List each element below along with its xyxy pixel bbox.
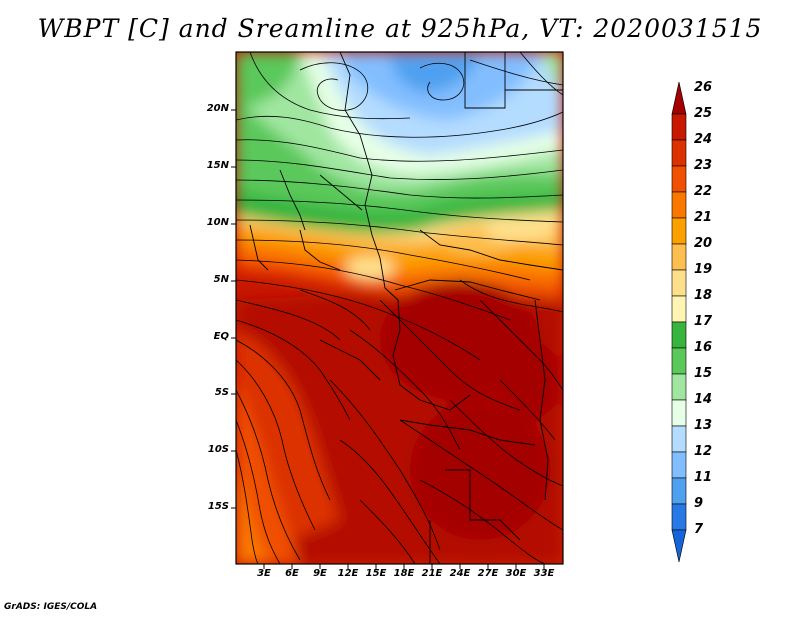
colorbar-segment [671, 165, 687, 193]
colorbar-segment [671, 81, 687, 115]
colorbar-segment [671, 425, 687, 453]
colorbar-segment [671, 503, 687, 531]
colorbar-segment [671, 113, 687, 141]
colorbar-label: 21 [694, 210, 713, 225]
lon-label: 33E [533, 568, 555, 579]
colorbar-label: 22 [694, 184, 713, 199]
colorbar-segment [671, 295, 687, 323]
colorbar-label: 23 [694, 158, 713, 173]
colorbar-segment [671, 321, 687, 349]
colorbar-segment [671, 451, 687, 479]
credit-text: GrADS: IGES/COLA [4, 602, 98, 612]
colorbar-label: 16 [694, 340, 713, 355]
lon-label: 30E [505, 568, 527, 579]
lon-label: 9E [313, 568, 327, 579]
colorbar [671, 81, 687, 563]
lon-label: 18E [393, 568, 415, 579]
lat-label: 20N [206, 103, 229, 114]
colorbar-segment [671, 243, 687, 271]
lat-label: EQ [213, 331, 229, 342]
colorbar-segment [671, 529, 687, 563]
lon-label: 6E [285, 568, 299, 579]
lat-label: 15S [207, 501, 229, 512]
colorbar-label: 24 [694, 132, 713, 147]
colorbar-segment [671, 347, 687, 375]
colorbar-label: 12 [694, 444, 713, 459]
colorbar-label: 11 [694, 470, 713, 485]
lon-label: 24E [449, 568, 471, 579]
colorbar-segment [671, 269, 687, 297]
lat-label: 5S [214, 387, 229, 398]
colorbar-label: 20 [694, 236, 713, 251]
temperature-field [236, 52, 563, 564]
colorbar-label: 7 [694, 522, 704, 537]
map-title: WBPT [C] and Sreamline at 925hPa, VT: 20… [37, 14, 763, 43]
lat-label: 10S [207, 444, 229, 455]
country-borders [249, 52, 563, 564]
colorbar-label: 13 [694, 418, 713, 433]
colorbar-label: 14 [694, 392, 713, 407]
lat-label: 15N [206, 160, 229, 171]
lat-label: 10N [206, 217, 229, 228]
colorbar-segment [671, 217, 687, 245]
colorbar-label: 9 [694, 496, 704, 511]
colorbar-label: 18 [694, 288, 713, 303]
lon-label: 27E [477, 568, 499, 579]
colorbar-label: 25 [694, 106, 713, 121]
lon-label: 21E [421, 568, 443, 579]
lon-label: 3E [257, 568, 271, 579]
axis-ticks [231, 109, 545, 569]
colorbar-segment [671, 399, 687, 427]
colorbar-label: 15 [694, 366, 713, 381]
colorbar-label: 26 [694, 80, 713, 95]
lon-label: 15E [365, 568, 387, 579]
colorbar-label: 19 [694, 262, 713, 277]
colorbar-segment [671, 191, 687, 219]
lat-label: 5N [213, 274, 229, 285]
colorbar-segment [671, 373, 687, 401]
lon-label: 12E [337, 568, 359, 579]
colorbar-label: 17 [694, 314, 713, 329]
colorbar-segment [671, 139, 687, 167]
colorbar-segment [671, 477, 687, 505]
streamlines [236, 52, 563, 564]
